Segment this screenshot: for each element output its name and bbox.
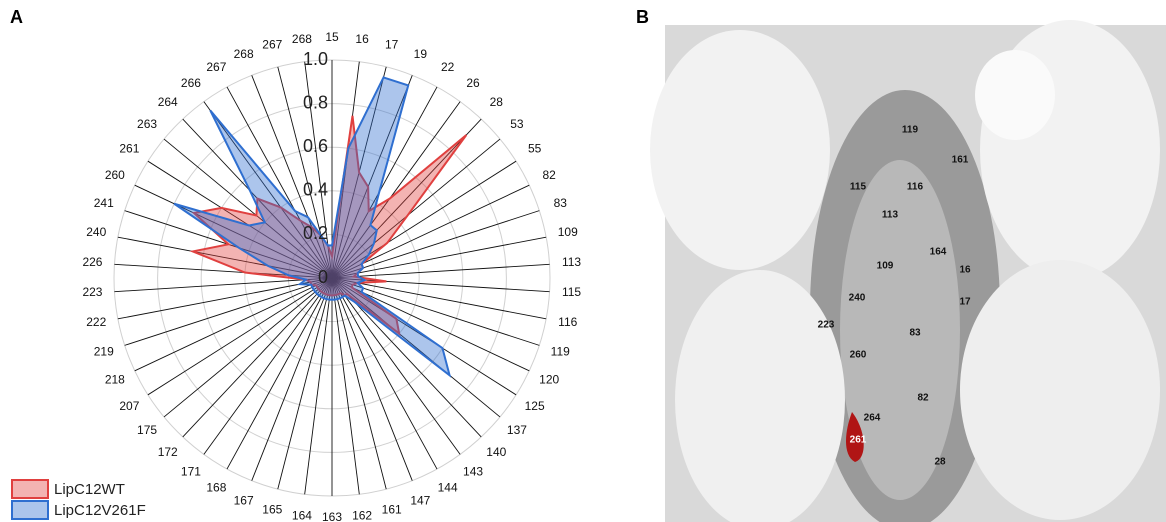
category-label: 82 [542,168,556,182]
spoke [332,264,550,278]
residue-label: 17 [959,297,971,308]
panel-label: A [10,7,23,27]
category-label: 261 [119,142,139,156]
category-label: 120 [539,372,559,386]
category-label: 140 [486,445,506,459]
category-label: 167 [234,493,254,507]
category-label: 125 [525,399,545,413]
residue-label: 161 [952,155,969,166]
category-label: 267 [262,38,282,52]
r-tick-label: 0.8 [303,92,328,112]
category-label: 263 [137,117,157,131]
category-label: 16 [355,32,369,46]
category-label: 164 [292,508,312,522]
residue-label: 115 [850,182,867,193]
category-label: 113 [562,255,581,269]
figure: A B 119 161 115 116 113 164 16 109 240 1… [0,0,1166,522]
category-label: 119 [551,344,570,358]
category-label: 144 [438,480,458,494]
legend-label: LipC12WT [54,481,125,498]
residue-label: 260 [850,350,867,361]
category-label: 268 [292,32,312,46]
surface-view [650,20,1166,522]
surface-blob [975,50,1055,140]
surface-blob [960,260,1160,520]
category-label: 267 [206,60,226,74]
spoke [252,278,332,481]
residue-label: 119 [902,125,919,136]
category-label: 165 [262,503,282,517]
category-label: 226 [82,255,102,269]
category-label: 168 [206,480,226,494]
category-label: 219 [94,344,114,358]
category-label: 83 [554,196,568,210]
legend-swatch [12,501,48,519]
category-label: 266 [181,76,201,90]
category-label: 26 [466,76,480,90]
category-label: 22 [441,60,455,74]
panel-label: B [636,7,649,27]
category-label: 53 [510,117,524,131]
category-label: 15 [325,30,339,44]
category-label: 115 [562,285,581,299]
r-tick-label: 0.6 [303,136,328,156]
spoke [164,278,332,417]
category-label: 268 [234,47,254,61]
category-label: 222 [86,315,106,329]
category-label: 147 [410,493,430,507]
residue-label: 28 [934,457,946,468]
residue-label: 264 [864,413,881,424]
category-label: 218 [105,372,125,386]
r-tick-label: 1.0 [303,49,328,69]
category-label: 260 [105,168,125,182]
spoke [278,278,332,489]
category-label: 163 [322,510,342,522]
category-label: 240 [86,225,106,239]
category-label: 143 [463,464,483,478]
surface-blob [675,270,845,522]
category-label: 223 [82,285,102,299]
category-label: 55 [528,142,542,156]
category-label: 162 [352,508,372,522]
r-tick-label: 0.2 [303,223,328,243]
category-label: 172 [158,445,178,459]
legend-swatch [12,480,48,498]
residue-label: 116 [907,182,924,193]
residue-label: 164 [930,247,947,258]
category-label: 171 [181,464,201,478]
category-label: 28 [490,95,504,109]
category-label: 264 [158,95,178,109]
residue-label: 261 [850,435,867,446]
residue-label: 82 [917,393,929,404]
residue-label: 109 [877,261,894,272]
category-label: 137 [507,423,527,437]
legend-label: LipC12V261F [54,502,146,519]
residue-label: 240 [849,293,866,304]
category-label: 241 [94,196,114,210]
category-label: 109 [558,225,578,239]
r-tick-label: 0 [318,267,328,287]
category-label: 161 [382,503,402,517]
residue-label: 83 [909,328,921,339]
category-label: 175 [137,423,157,437]
category-label: 116 [558,315,577,329]
residue-label: 113 [882,210,899,221]
category-label: 17 [385,38,399,52]
residue-label: 16 [959,265,971,276]
surface-blob [650,30,830,270]
residue-label: 223 [818,320,835,331]
r-tick-label: 0.4 [303,180,328,200]
category-label: 207 [119,399,139,413]
category-label: 19 [414,47,428,61]
